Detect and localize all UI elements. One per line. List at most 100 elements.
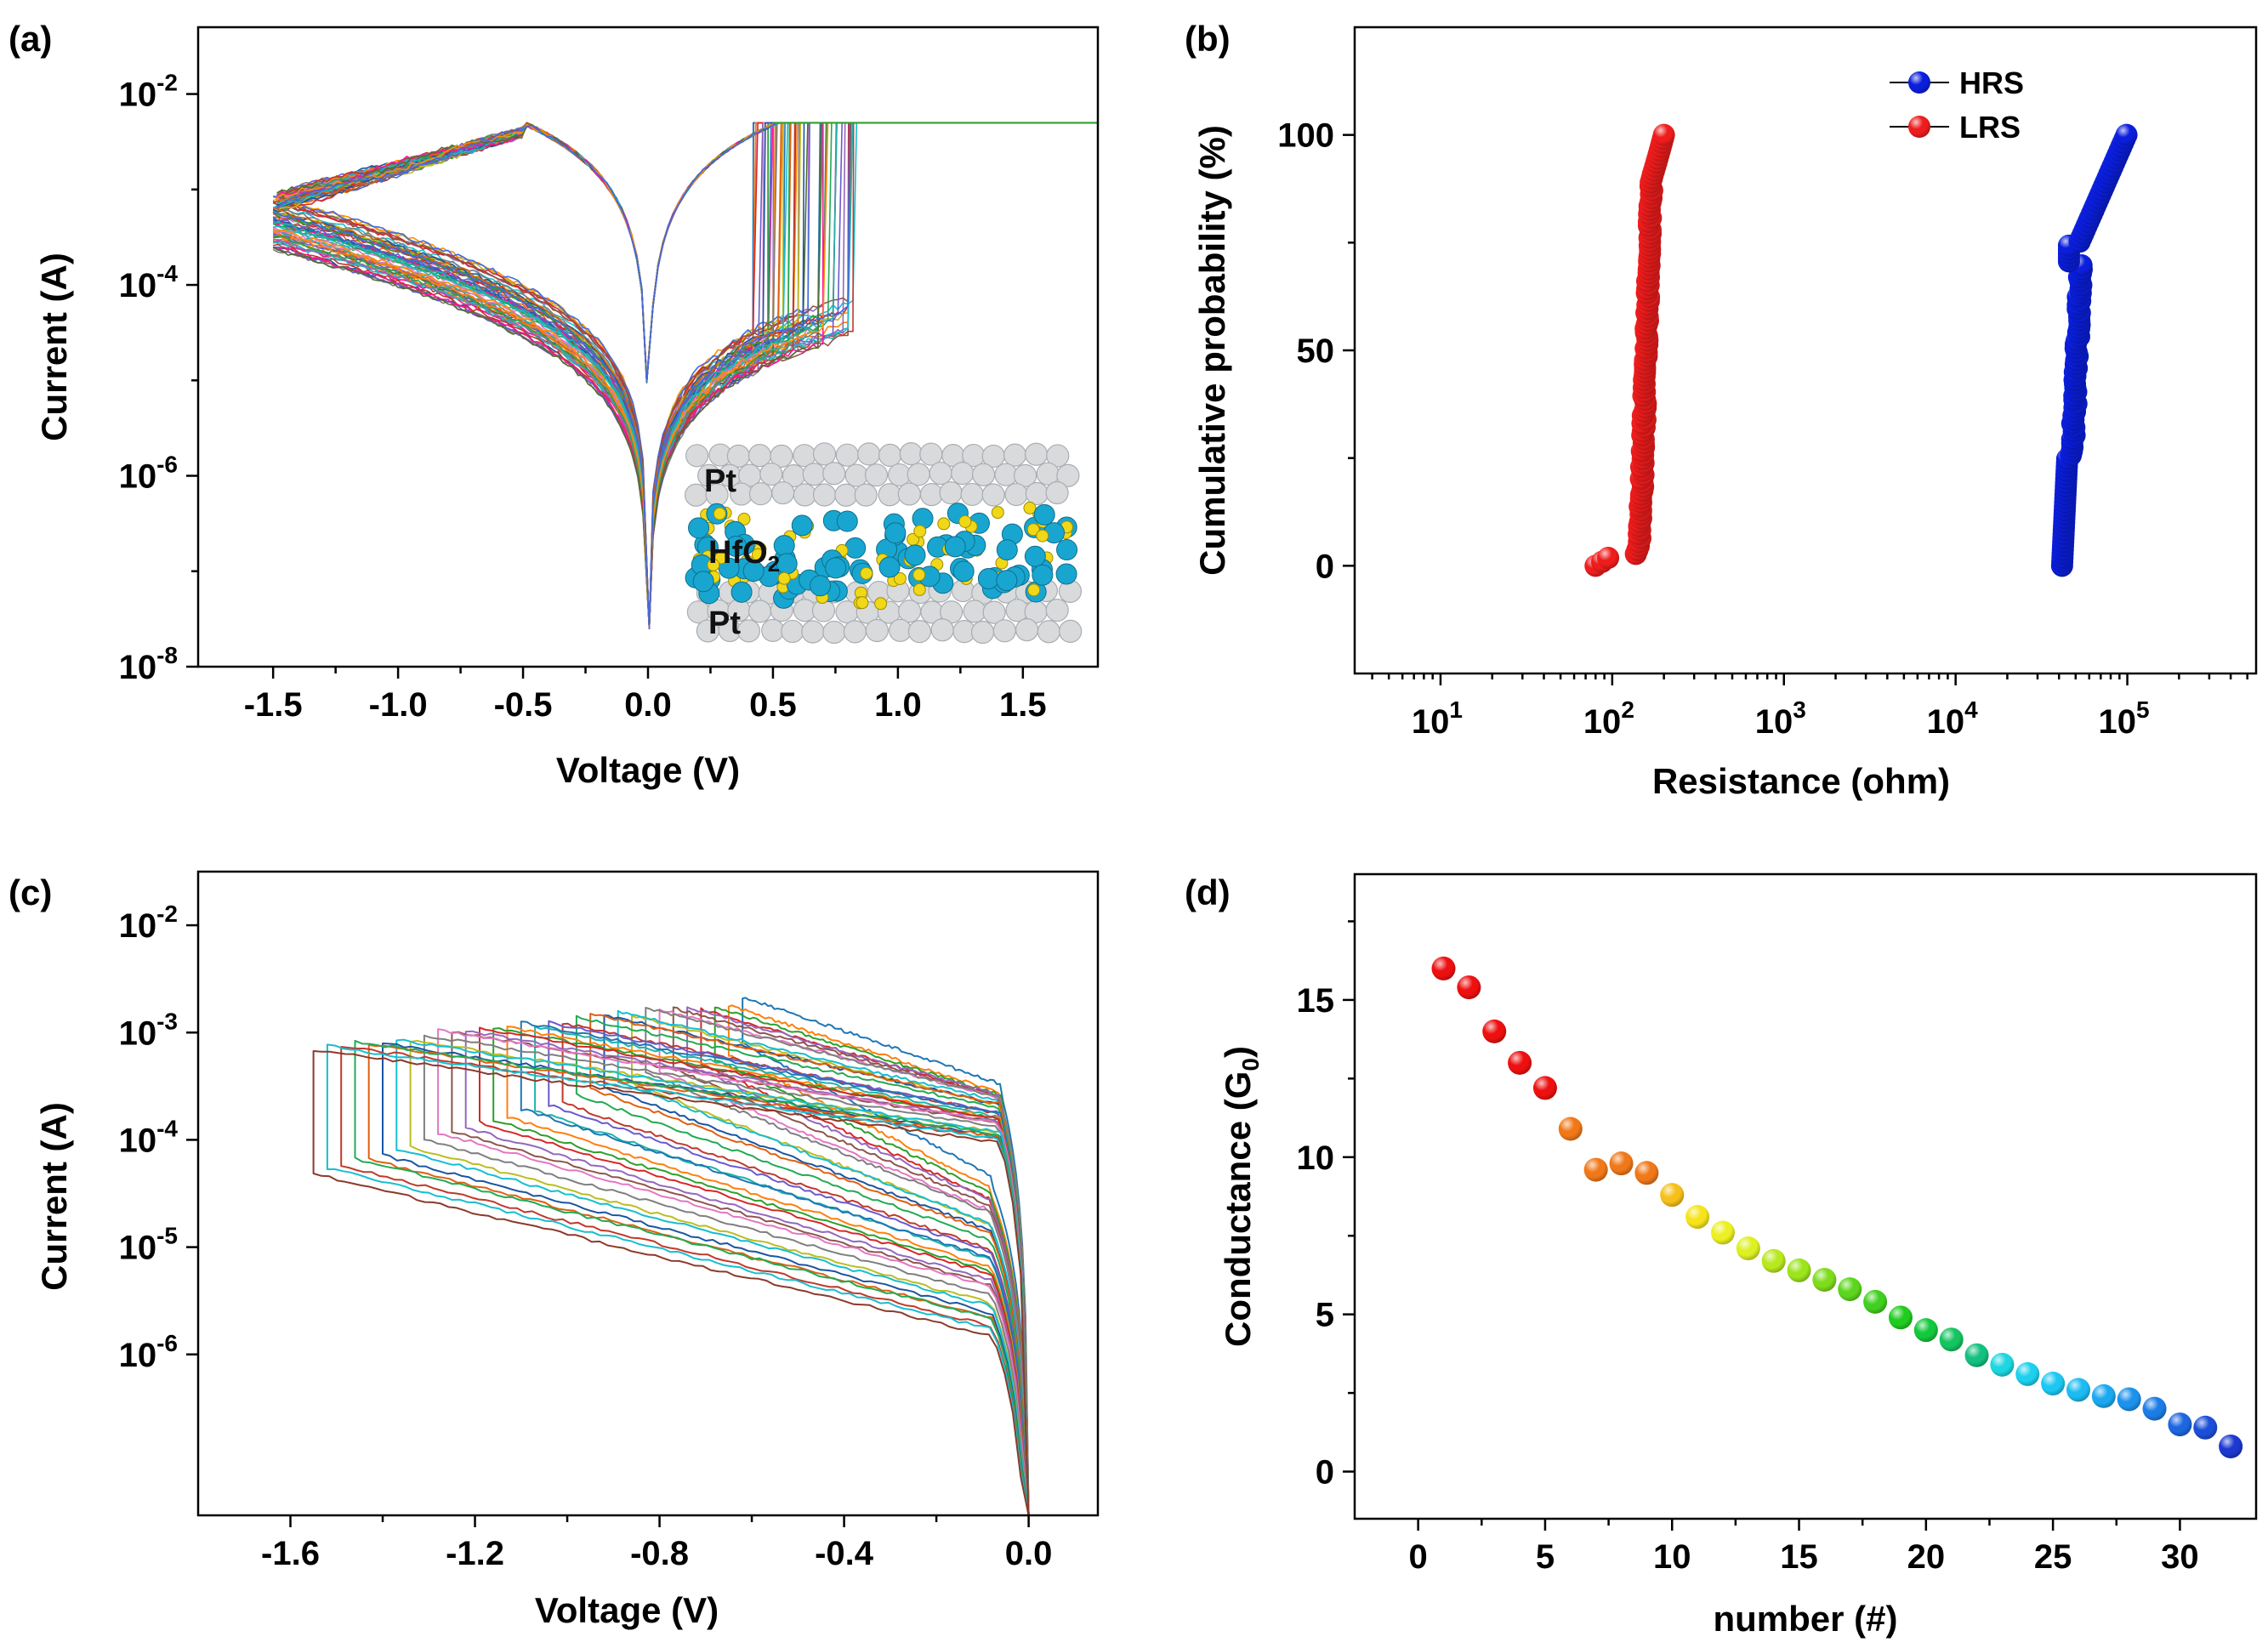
panel-d-xtick-label: 15 <box>1780 1538 1818 1576</box>
inset-oxygen-atom <box>958 514 972 528</box>
inset-oxygen-atom <box>991 506 1004 520</box>
conductance-point <box>1710 1220 1735 1245</box>
inset-pt-atom <box>854 483 878 507</box>
conductance-point <box>1532 1076 1557 1100</box>
panel-a-cycle-line <box>273 122 1099 629</box>
inset-hf-atom <box>730 581 753 603</box>
conductance-point <box>1583 1157 1608 1182</box>
panel-d-ytick-label: 0 <box>1316 1454 1334 1492</box>
panel-a-cycle-line <box>272 122 1099 629</box>
inset-hf-atom <box>1033 503 1055 526</box>
inset-pt-atom <box>801 620 825 644</box>
panel-a-xlabel: Voltage (V) <box>556 750 740 790</box>
inset-oxygen-atom <box>1026 523 1040 537</box>
conductance-point <box>1964 1343 1989 1367</box>
panel-b-ytick-label: 0 <box>1316 548 1334 585</box>
inset-hf-atom <box>1055 563 1077 585</box>
inset-hf-atom <box>1024 545 1046 567</box>
inset-hf-atom <box>884 522 907 544</box>
inset-hf-atom <box>692 571 714 593</box>
conductance-point <box>1431 956 1456 980</box>
inset-hf-atom <box>1032 564 1054 586</box>
conductance-point <box>1787 1258 1811 1282</box>
inset-pt-atom <box>1003 443 1027 467</box>
panel-d-ylabel-end: ) <box>1218 1046 1258 1058</box>
inset-oxide-label: HfO2 <box>708 535 780 577</box>
inset-oxygen-atom <box>937 517 951 531</box>
inset-oxygen-atom <box>751 548 765 561</box>
inset-pt-atom <box>971 463 996 486</box>
lrs-point <box>1597 547 1620 570</box>
panel-c-cycle-line <box>603 1014 1030 1516</box>
panel-c-frame <box>196 870 1100 1517</box>
conductance-point <box>1508 1050 1532 1075</box>
inset-pt-atom <box>770 444 793 468</box>
inset-hf-atom <box>844 537 867 559</box>
inset-pt-atom <box>992 619 1016 643</box>
panel-c-ytick-label: 10-6 <box>119 1330 178 1374</box>
inset-pt-atom <box>960 482 984 507</box>
inset-hf-atom <box>825 557 847 579</box>
inset-pt-atom <box>822 462 846 486</box>
conductance-point <box>1457 975 1481 1000</box>
panel-d-ytick-label: 10 <box>1297 1139 1335 1177</box>
conductance-point <box>2066 1378 2090 1402</box>
inset-hf-atom <box>996 570 1018 592</box>
inset-pt-atom <box>761 618 785 642</box>
inset-pt-atom <box>963 600 986 623</box>
inset-pt-atom <box>1015 618 1039 642</box>
inset-pt-atom <box>1056 463 1080 487</box>
panel-b-ytick-label: 100 <box>1277 117 1334 155</box>
panel-d-xtick-label: 10 <box>1653 1538 1691 1576</box>
panel-a-cycle-line <box>272 122 1099 629</box>
panel-d-points <box>1431 956 2243 1458</box>
panel-a-ylabel: Current (A) <box>34 253 74 441</box>
inset-hf-atom <box>904 544 926 566</box>
panel-b-xtick-label: 105 <box>2099 696 2150 741</box>
inset-hf-atom <box>944 536 966 558</box>
panel-c-ylabel: Current (A) <box>34 1102 74 1291</box>
conductance-point <box>1863 1289 1888 1314</box>
inset-oxide-main: HfO <box>708 535 768 571</box>
inset-pt-atom <box>1045 480 1069 505</box>
inset-pt-atom <box>1045 598 1069 622</box>
inset-oxygen-atom <box>1036 529 1049 543</box>
conductance-point <box>1913 1318 1938 1343</box>
conductance-point <box>2015 1361 2040 1386</box>
inset-pt-atom <box>1059 619 1083 643</box>
inset-pt-atom <box>812 483 837 507</box>
conductance-point <box>1761 1248 1786 1273</box>
conductance-point <box>1990 1352 2015 1377</box>
inset-pt-atom <box>899 442 923 466</box>
conductance-point <box>1558 1117 1583 1141</box>
panel-a-ytick-label: 10-6 <box>119 452 178 496</box>
panel-a-ytick-label: 10-2 <box>119 70 178 114</box>
inset-pt-atom <box>919 442 943 466</box>
inset-pt-atom <box>771 480 795 505</box>
inset-pt-atom <box>878 443 902 467</box>
inset-hf-atom <box>791 514 813 537</box>
panel-c-iv-curves <box>312 997 1030 1516</box>
inset-pt-atom <box>1037 620 1060 644</box>
inset-pt-atom <box>951 461 975 486</box>
panel-d-ytick-label: 5 <box>1316 1297 1334 1334</box>
panel-a-label: (a) <box>9 19 52 59</box>
inset-pt-atom <box>857 442 881 466</box>
conductance-point <box>1482 1019 1507 1043</box>
inset-pt-atom <box>685 444 709 468</box>
panel-a-xtick-label: 1.0 <box>874 686 922 724</box>
inset-hf-atom <box>725 536 747 558</box>
conductance-point <box>1812 1267 1837 1292</box>
inset-oxygen-atom <box>1027 583 1041 597</box>
panel-a-cycle-line <box>273 122 1099 629</box>
conductance-point <box>1939 1327 1964 1352</box>
panel-d-xtick-label: 5 <box>1536 1538 1555 1576</box>
panel-d-label: (d) <box>1185 872 1231 912</box>
inset-pt-atom <box>889 618 912 642</box>
inset-pt-atom <box>781 619 804 644</box>
conductance-point <box>2142 1396 2167 1421</box>
panel-a-xtick-label: -1.5 <box>244 686 303 724</box>
inset-oxygen-atom <box>737 512 751 526</box>
panel-a-chart: Pt HfO2 Pt -1.5 -1.0 -0.5 0.0 0.5 1.0 1.5 10-8 1… <box>34 26 1100 790</box>
inset-oxygen-atom <box>860 566 873 580</box>
